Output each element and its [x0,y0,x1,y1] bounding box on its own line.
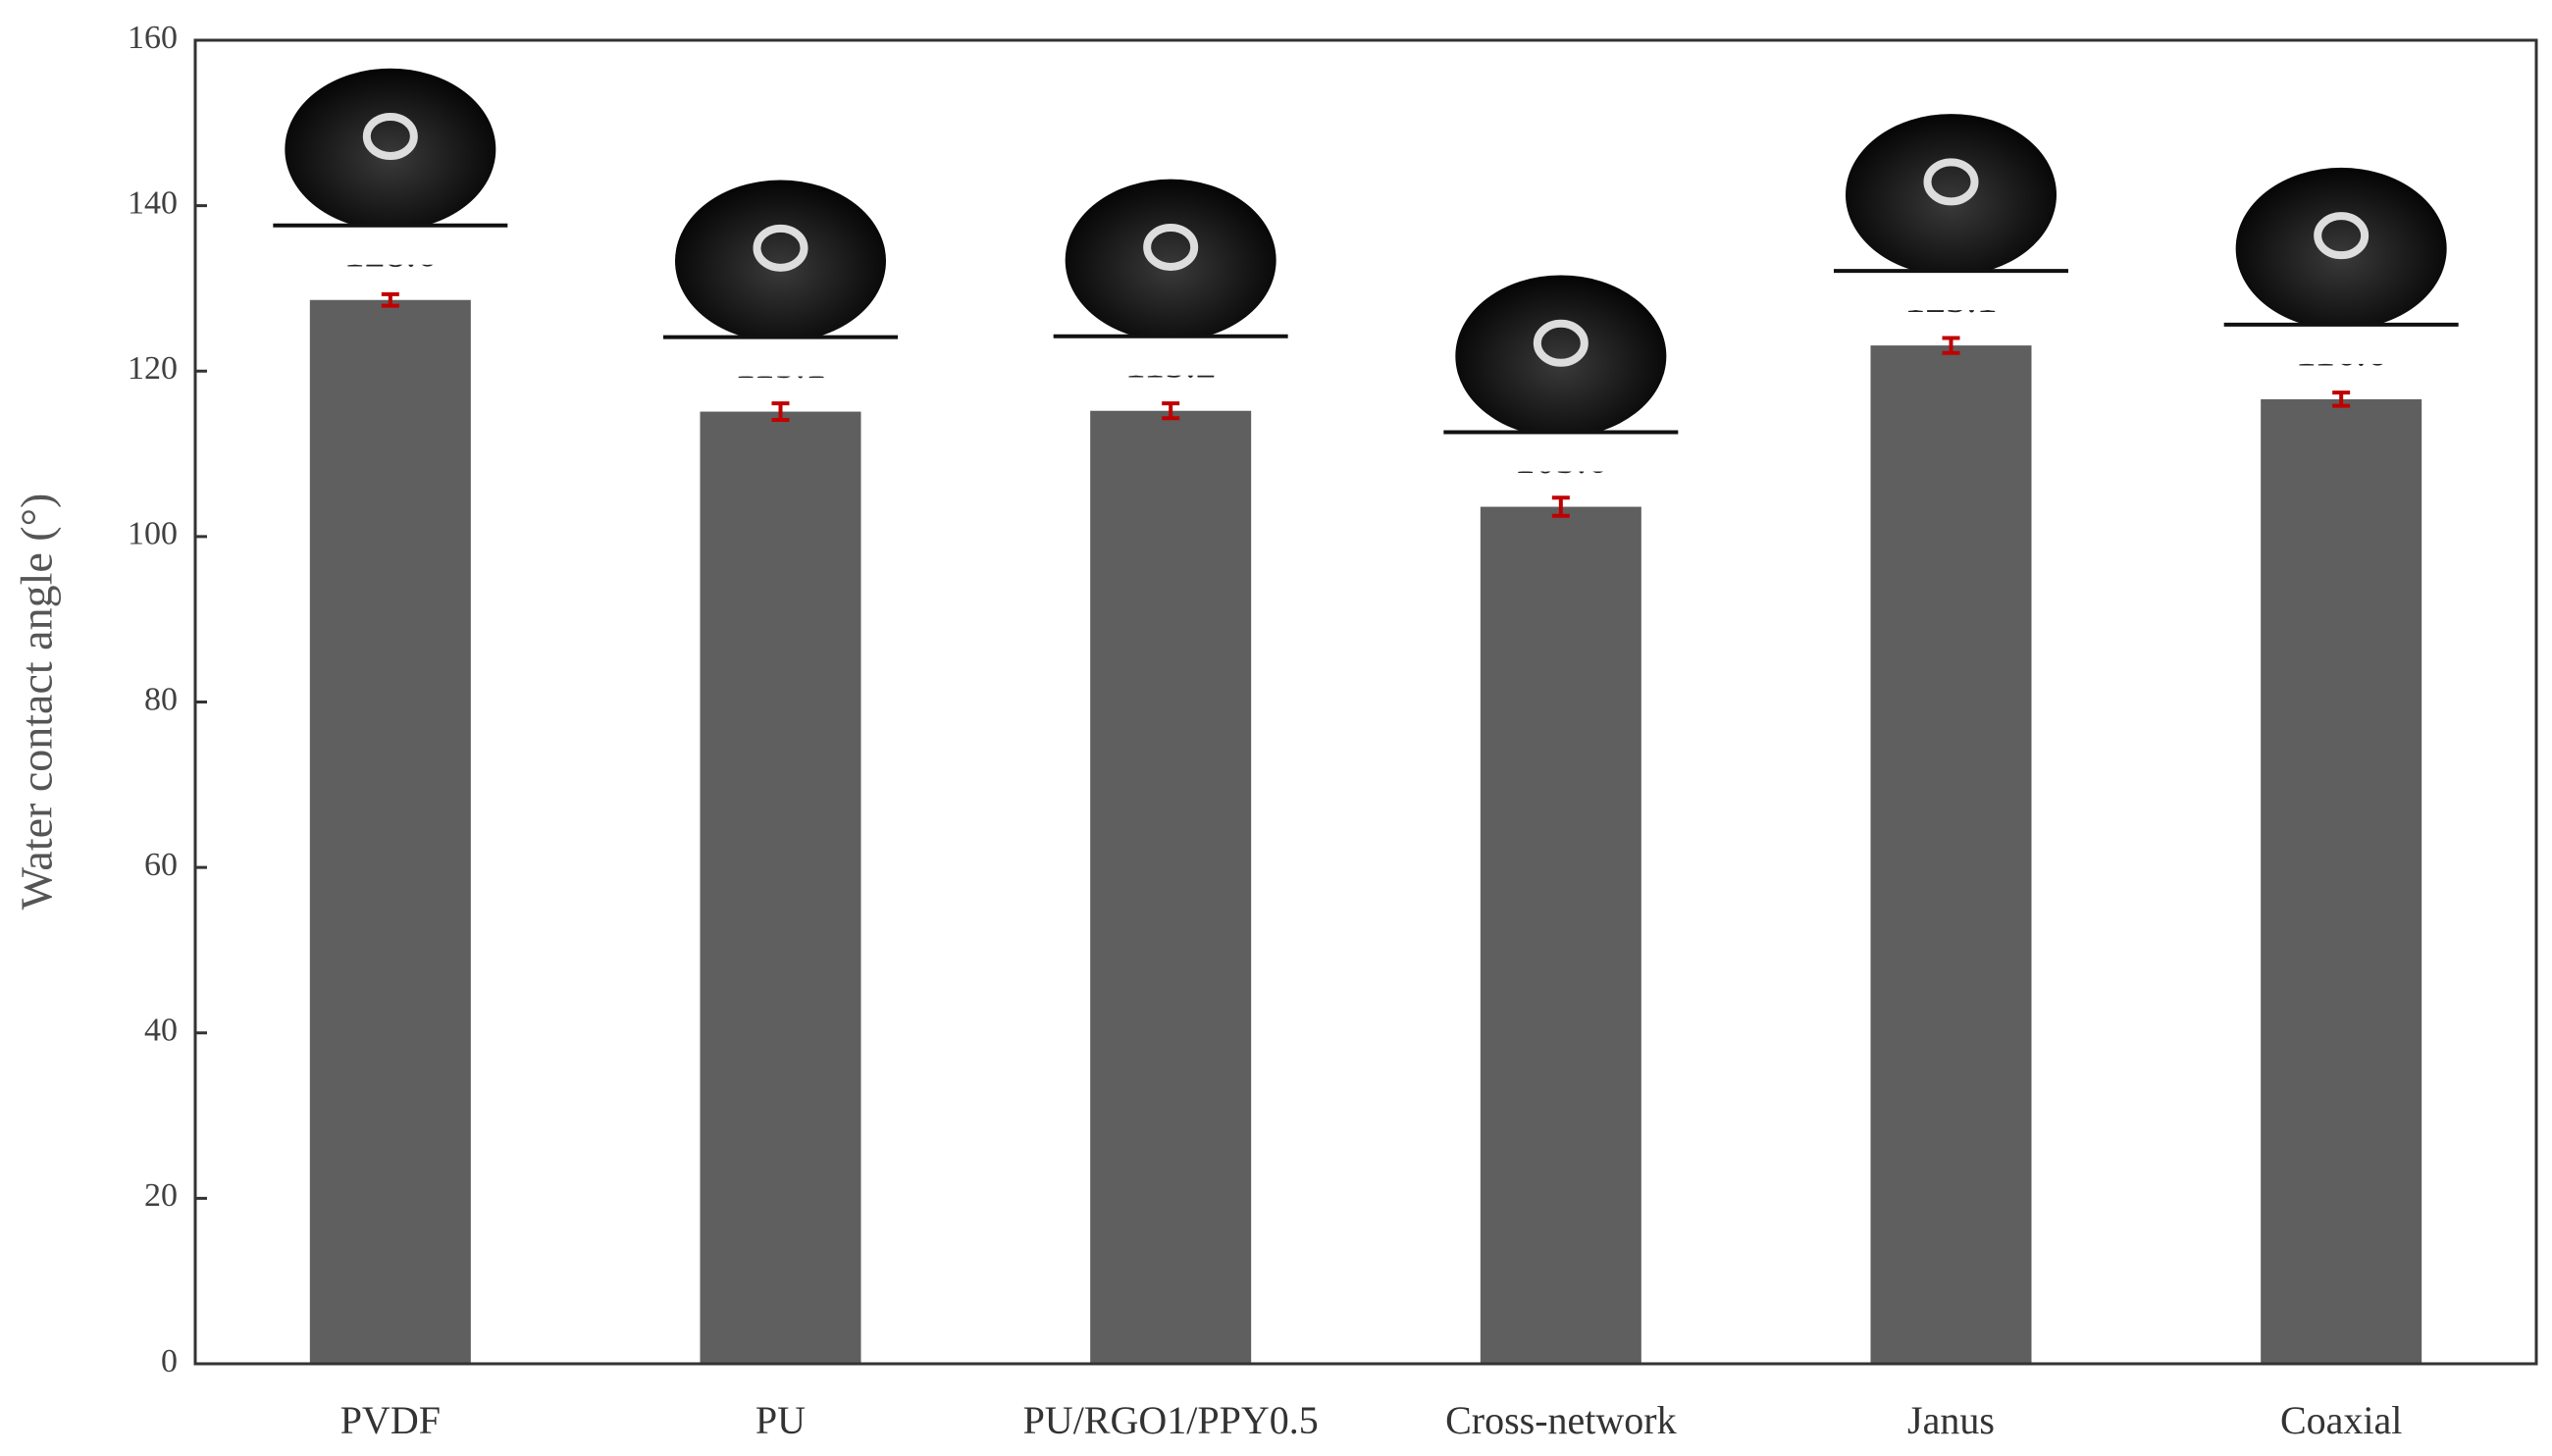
y-axis-label: Water contact angle (°) [12,494,62,910]
y-tick-label: 20 [144,1177,178,1214]
droplet-mask [1060,336,1281,376]
plot-frame [193,38,2538,1366]
bar [2261,398,2422,1364]
droplet-image [1065,179,1276,341]
droplet-image [1455,275,1667,438]
droplet-mask [1841,271,2061,311]
x-tick-label: Cross-network [1445,1398,1677,1442]
x-tick-label: PVDF [340,1398,441,1442]
droplet-image [675,180,886,342]
droplet-image [2235,167,2447,330]
y-tick-label: 100 [128,516,178,552]
droplet-image [285,68,496,231]
droplet-mask [280,225,501,265]
droplet-glare [1533,319,1588,367]
y-tick-label: 160 [128,20,178,56]
y-tick-label: 140 [128,184,178,221]
y-tick-label: 60 [144,847,178,883]
droplet-glare [1143,223,1199,271]
x-tick-label: PU [755,1398,806,1442]
x-tick-label: PU/RGO1/PPY0.5 [1023,1398,1319,1442]
y-tick-label: 40 [144,1013,178,1049]
y-tick-label: 120 [128,350,178,387]
droplet-mask [1450,432,1672,472]
x-tick-label: Janus [1907,1398,1995,1442]
droplet-mask [2230,324,2452,364]
droplet-image [1846,114,2057,277]
y-tick-label: 0 [161,1343,178,1379]
bar [700,411,861,1364]
droplet-glare [362,112,418,160]
x-tick-label: Coaxial [2280,1398,2402,1442]
droplet-glare [2314,212,2370,260]
bar [1480,506,1641,1364]
bar [309,299,471,1365]
bar [1870,345,2032,1364]
droplet-glare [753,224,808,272]
droplet-mask [670,337,891,377]
y-tick-label: 80 [144,681,178,717]
droplet-glare [1923,158,1979,206]
bar [1090,410,1252,1365]
